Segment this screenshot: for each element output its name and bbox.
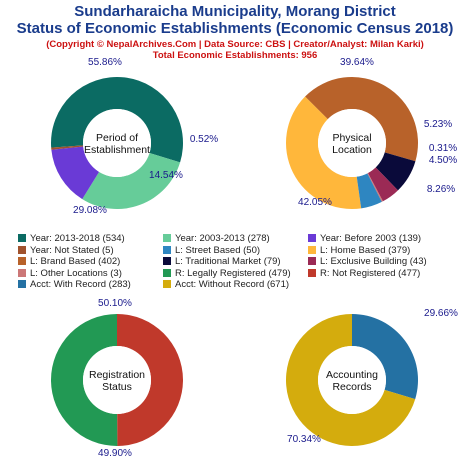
legend-label: Acct: With Record (283) (30, 279, 131, 290)
legend-swatch (308, 234, 316, 242)
legend-item: Acct: With Record (283) (18, 279, 131, 290)
legend-swatch (163, 234, 171, 242)
slice-percent-label: 49.90% (98, 448, 132, 459)
page-subtitle: Status of Economic Establishments (Econo… (16, 20, 454, 37)
donut-slice (50, 314, 118, 447)
donut-slice (375, 152, 416, 191)
donut-center-label: Accounting (326, 369, 378, 381)
legend-item: Year: 2013-2018 (534) (18, 233, 125, 244)
legend-item: L: Exclusive Building (43) (308, 256, 427, 267)
legend-label: Year: Before 2003 (139) (320, 233, 422, 244)
legend-item: L: Home Based (379) (308, 245, 410, 256)
legend-label: Acct: Without Record (671) (175, 279, 290, 290)
donut-slice (367, 173, 383, 202)
slice-percent-label: 29.66% (424, 308, 458, 319)
legend-label: L: Brand Based (402) (30, 256, 121, 267)
total-establishments: Total Economic Establishments: 956 (152, 50, 318, 61)
legend-item: Acct: Without Record (671) (163, 279, 289, 290)
slice-percent-label: 29.08% (73, 205, 107, 216)
donut-hole (318, 109, 386, 177)
legend-item: R: Not Registered (477) (308, 268, 420, 279)
legend-item: L: Brand Based (402) (18, 256, 120, 267)
slice-percent-label: 55.86% (88, 57, 122, 68)
donut-slice (352, 314, 418, 400)
donut-hole (318, 346, 386, 414)
slice-percent-label: 50.10% (98, 298, 132, 309)
legend-label: L: Exclusive Building (43) (320, 256, 427, 267)
legend-label: L: Other Locations (3) (30, 267, 122, 279)
slice-percent-label: 8.26% (427, 184, 455, 195)
slice-percent-label: 5.23% (424, 119, 452, 130)
slice-percent-label: 4.50% (429, 155, 457, 166)
donut-slice (51, 145, 84, 150)
legend-label: L: Street Based (50) (175, 244, 261, 256)
donut-chart-2: 39.64% 42.05% 8.26% 4.50%0.31% 5.23% Physical… (285, 57, 457, 210)
legend-label: L: Home Based (379) (320, 244, 411, 256)
donut-center-label: Physical (332, 132, 371, 144)
donut-center-label: Records (332, 381, 371, 393)
donut-slice (286, 314, 416, 447)
donut-chart-1: 55.86% 29.08% 14.54% 0.52% Period ofEstablis… (51, 57, 218, 216)
legend-swatch (163, 257, 171, 265)
donut-center-label: Period of (96, 132, 138, 144)
donut-slice (82, 152, 181, 210)
legend-item: L: Other Locations (3) (18, 268, 122, 279)
legend-swatch (308, 245, 316, 254)
legend-label: Year: 2003-2013 (278) (175, 233, 270, 244)
legend-swatch (18, 234, 26, 242)
slice-percent-label: 0.31% (429, 143, 457, 154)
slice-percent-label: 70.34% (287, 434, 321, 445)
donut-center-label: Establishment (84, 144, 150, 156)
copyright-note: (Copyright © NepalArchives.Com | Data So… (46, 39, 424, 50)
donut-slice (117, 314, 183, 446)
legend-label: Year: Not Stated (5) (30, 244, 114, 256)
legend-swatch (163, 245, 171, 254)
donut-slice (51, 77, 183, 163)
legend-swatch (18, 280, 26, 288)
slice-percent-label: 0.52% (190, 134, 218, 145)
donut-hole (83, 109, 151, 177)
donut-center-label: Location (332, 144, 372, 156)
donut-center-label: Registration (89, 369, 145, 381)
slice-percent-label: 39.64% (340, 57, 374, 68)
legend-label: L: Traditional Market (79) (175, 256, 281, 267)
legend-swatch (18, 268, 26, 277)
legend-item: L: Traditional Market (79) (163, 256, 281, 267)
legend-swatch (308, 268, 316, 277)
legend-swatch (163, 268, 171, 277)
legend-label: R: Not Registered (477) (320, 267, 421, 279)
donut-hole (83, 346, 151, 414)
donut-center-label: Status (102, 381, 132, 393)
legend-item: Year: Not Stated (5) (18, 245, 114, 256)
donut-slice (356, 173, 382, 209)
legend-label: Year: 2013-2018 (534) (30, 233, 125, 244)
legend-item: R: Legally Registered (479) (163, 268, 291, 279)
page-title: Sundarharaicha Municipality, Morang Dist… (74, 3, 396, 20)
slice-percent-label: 14.54% (149, 170, 183, 181)
donut-slice (305, 76, 418, 162)
donut-slice (285, 96, 362, 210)
donut-slice (367, 167, 398, 202)
legend-swatch (308, 257, 316, 265)
legend-swatch (18, 257, 26, 265)
legend-item: Year: Before 2003 (139) (308, 233, 421, 244)
legend-swatch (163, 280, 171, 288)
slice-percent-label: 42.05% (298, 197, 332, 208)
legend-item: L: Street Based (50) (163, 245, 260, 256)
legend-item: Year: 2003-2013 (278) (163, 233, 270, 244)
legend-label: R: Legally Registered (479) (175, 267, 291, 279)
donut-slice (51, 146, 100, 200)
legend-swatch (18, 245, 26, 254)
